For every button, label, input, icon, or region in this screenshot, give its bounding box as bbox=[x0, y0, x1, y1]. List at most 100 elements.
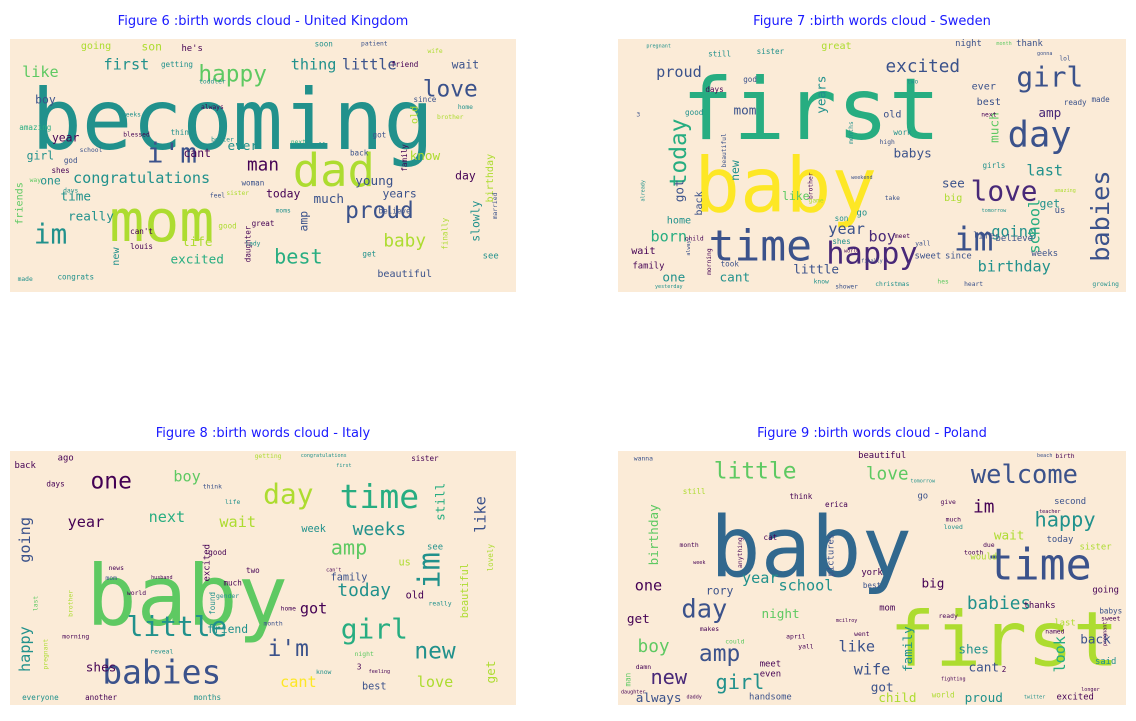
wordcloud-background bbox=[10, 39, 516, 292]
word-years: years bbox=[814, 76, 829, 114]
word-daughter: daughter bbox=[243, 225, 252, 262]
word-believe: believe bbox=[996, 234, 1033, 244]
word-believe: believe bbox=[379, 207, 411, 216]
word-twitter: twitter bbox=[1024, 694, 1045, 700]
word-congratulations: congratulations bbox=[301, 453, 347, 459]
word-found: found bbox=[208, 592, 217, 615]
word-child: child bbox=[878, 690, 916, 705]
word-mom: mom bbox=[734, 102, 757, 117]
word-back: back bbox=[14, 461, 36, 471]
word-best: best bbox=[977, 97, 1001, 108]
word-today: today bbox=[266, 186, 300, 200]
word-child: child bbox=[685, 235, 704, 242]
word-today: today bbox=[666, 119, 692, 188]
word-think: think bbox=[171, 128, 194, 137]
word-sweet: sweet bbox=[1101, 615, 1120, 623]
word-reveal: reveal bbox=[150, 648, 173, 656]
word-us: us bbox=[1055, 206, 1066, 216]
word-weeks: weeks bbox=[1031, 249, 1058, 259]
word-tomorrow: tomorrow bbox=[982, 208, 1007, 214]
chart-title: Figure 7 :birth words cloud - Sweden bbox=[753, 14, 991, 29]
word-meet: meet bbox=[760, 659, 781, 669]
word-took: took bbox=[721, 260, 740, 269]
word-back: back bbox=[1080, 631, 1111, 646]
word-morning: morning bbox=[62, 632, 89, 640]
word-old: old bbox=[883, 109, 901, 120]
word-always: always bbox=[636, 690, 682, 705]
word-heart: heart bbox=[964, 281, 983, 288]
word-see: see bbox=[483, 252, 499, 262]
word-said: said bbox=[1095, 657, 1116, 667]
word-made: made bbox=[1091, 95, 1110, 104]
word-first: first bbox=[104, 55, 150, 73]
wordcloud-panel-uk: Figure 6 :birth words cloud - United Kin… bbox=[10, 14, 516, 294]
word-excited: excited bbox=[1056, 692, 1093, 702]
word-makes: makes bbox=[700, 625, 719, 633]
word-weekend: weekend bbox=[851, 175, 872, 181]
word-getting: getting bbox=[255, 452, 282, 460]
word-beautiful: beautiful bbox=[858, 451, 906, 461]
word-know: know bbox=[316, 668, 332, 676]
word-one: one bbox=[40, 174, 61, 188]
word-good: good bbox=[208, 548, 226, 557]
word-really: really bbox=[68, 209, 114, 224]
word-another: another bbox=[85, 693, 117, 702]
word-today: today bbox=[1047, 535, 1074, 545]
word-babies: babies bbox=[1086, 170, 1115, 261]
word-much: much bbox=[986, 112, 1001, 143]
wordcloud-canvas: baby babies time day im little girl one i'm new am… bbox=[10, 451, 516, 705]
word-go: go bbox=[917, 492, 928, 502]
word-sister: sister bbox=[1079, 543, 1111, 553]
word-husband: husband bbox=[151, 575, 172, 581]
word-school: school bbox=[80, 147, 103, 154]
word-thing: thing bbox=[291, 55, 337, 73]
word-man: man bbox=[247, 156, 279, 176]
word-work: work bbox=[893, 128, 912, 137]
word-rory: rory bbox=[706, 584, 734, 598]
word-3: 3 bbox=[636, 111, 640, 118]
word-good: good bbox=[218, 222, 236, 231]
word-family: family bbox=[400, 144, 409, 172]
word-made: made bbox=[18, 276, 33, 283]
word-amp: amp bbox=[699, 641, 740, 667]
word-high: high bbox=[880, 139, 895, 146]
word-welcome: welcome bbox=[971, 459, 1078, 489]
word-know: know bbox=[814, 278, 829, 285]
word-since: since bbox=[945, 252, 972, 262]
word-2: 2 bbox=[1002, 665, 1007, 674]
word-like: like bbox=[22, 63, 59, 81]
word-god: god bbox=[743, 75, 757, 84]
word-going: going bbox=[1092, 586, 1119, 596]
word-becoming: becoming bbox=[32, 71, 434, 169]
word-two: two bbox=[907, 79, 919, 86]
word-beautiful: beautiful bbox=[377, 269, 432, 280]
word-yall: yall bbox=[798, 643, 814, 651]
word-time: time bbox=[340, 477, 419, 516]
word-friend: friend bbox=[391, 60, 418, 69]
word-new: new bbox=[414, 639, 456, 665]
word-home: home bbox=[667, 216, 691, 227]
word-back: back bbox=[350, 148, 369, 157]
word-young: young bbox=[355, 173, 393, 188]
word-love: love bbox=[423, 77, 478, 103]
wordcloud-background bbox=[10, 451, 516, 705]
word-get: get bbox=[483, 661, 498, 684]
word-boy: boy bbox=[868, 227, 895, 245]
word-months: months bbox=[194, 693, 221, 702]
word-big: big bbox=[944, 193, 962, 204]
word-see: see bbox=[427, 543, 443, 553]
word-wait: wait bbox=[219, 513, 256, 531]
word-soon: soon bbox=[315, 40, 333, 49]
word-next: next bbox=[291, 139, 306, 146]
word-school: school bbox=[1026, 199, 1044, 254]
word-best: best bbox=[863, 581, 881, 590]
word-going: going bbox=[16, 517, 34, 563]
word-next: next bbox=[981, 111, 996, 118]
word-happy: happy bbox=[1035, 508, 1096, 532]
word-yall: yall bbox=[915, 240, 930, 247]
word-take: take bbox=[885, 195, 900, 202]
word-went: went bbox=[854, 630, 870, 638]
word-know: know bbox=[410, 148, 441, 163]
word-amp: amp bbox=[1038, 105, 1061, 120]
